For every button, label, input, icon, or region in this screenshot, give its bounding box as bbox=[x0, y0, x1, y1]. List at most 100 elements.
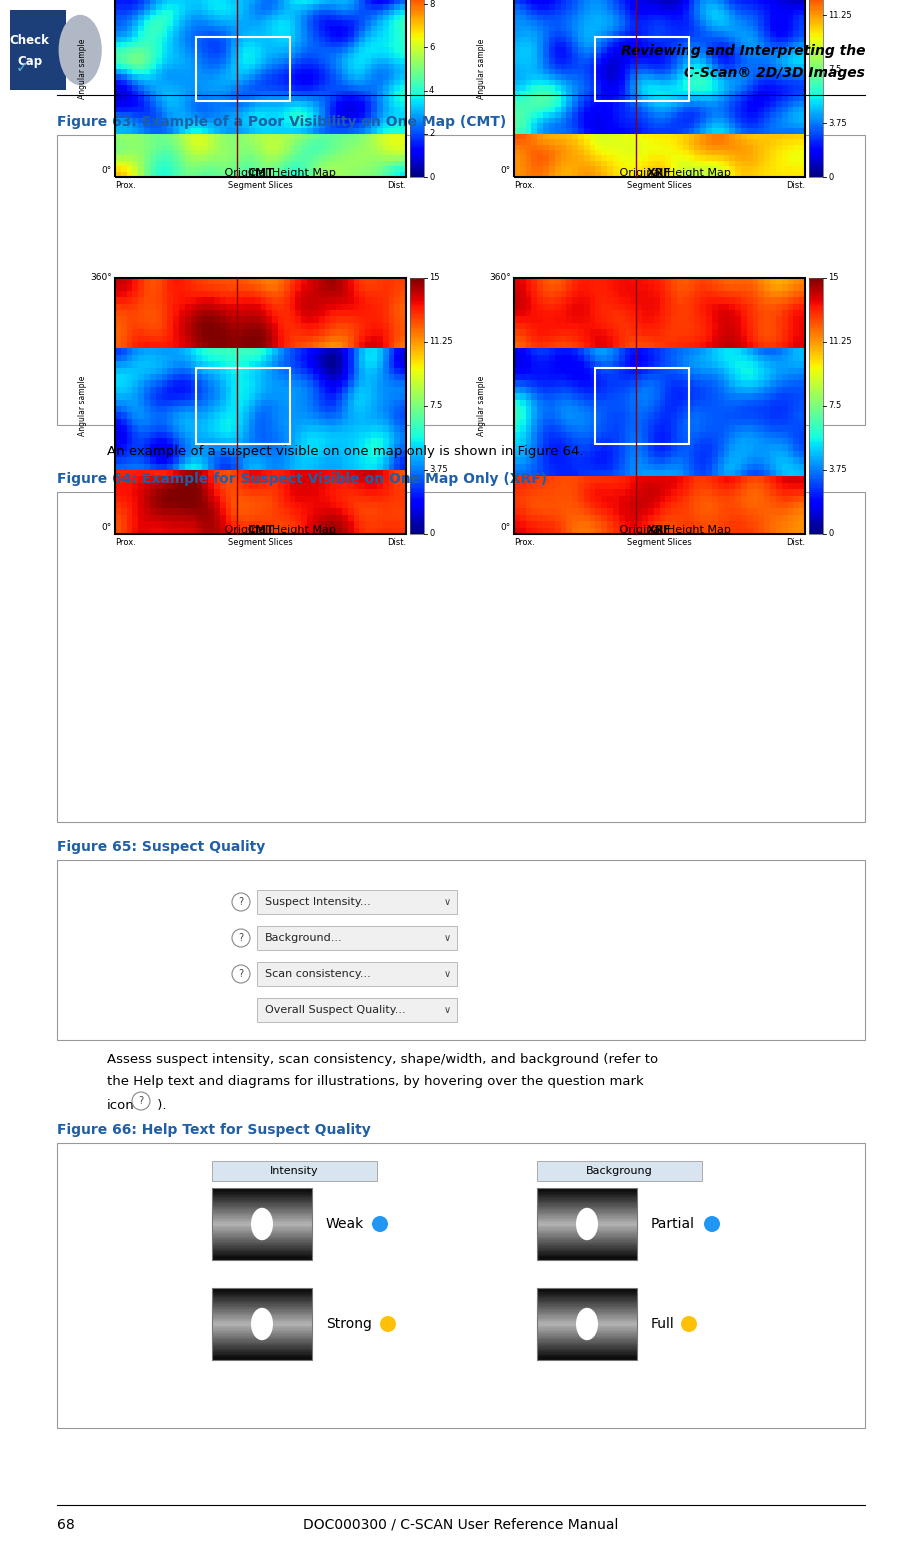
Bar bbox=[150, 406, 156, 412]
Bar bbox=[266, 154, 273, 161]
Bar bbox=[543, 303, 550, 310]
Bar bbox=[689, 111, 695, 117]
Bar bbox=[700, 323, 706, 329]
Bar bbox=[809, 15, 823, 17]
Bar bbox=[121, 46, 127, 52]
Bar bbox=[208, 85, 215, 91]
Bar bbox=[787, 335, 794, 343]
Bar bbox=[161, 347, 168, 355]
Bar bbox=[410, 510, 424, 511]
Bar bbox=[648, 367, 655, 374]
Bar bbox=[377, 42, 384, 48]
Bar bbox=[659, 290, 666, 296]
Bar bbox=[514, 380, 520, 388]
Bar bbox=[330, 63, 337, 69]
Bar bbox=[337, 111, 342, 117]
Bar bbox=[212, 1317, 312, 1319]
Bar bbox=[654, 463, 660, 469]
Bar bbox=[212, 1244, 312, 1248]
Bar bbox=[659, 128, 666, 134]
Bar bbox=[249, 476, 255, 483]
Bar bbox=[342, 161, 349, 167]
Bar bbox=[410, 335, 424, 337]
Bar bbox=[196, 406, 203, 412]
Bar bbox=[561, 309, 567, 317]
Text: Check: Check bbox=[10, 34, 50, 46]
Bar bbox=[156, 171, 162, 178]
Bar bbox=[337, 14, 342, 20]
Bar bbox=[706, 144, 713, 150]
Bar bbox=[666, 46, 671, 52]
Bar bbox=[126, 425, 133, 432]
Bar bbox=[671, 502, 678, 508]
Bar bbox=[752, 309, 759, 317]
Bar bbox=[543, 52, 550, 59]
Bar bbox=[706, 14, 713, 20]
Bar bbox=[689, 79, 695, 85]
Bar bbox=[566, 128, 573, 134]
Bar bbox=[400, 154, 407, 161]
Bar bbox=[371, 296, 377, 304]
Bar bbox=[219, 14, 226, 20]
Bar bbox=[208, 3, 215, 9]
Bar bbox=[360, 290, 366, 296]
Bar bbox=[549, 284, 555, 290]
Bar bbox=[712, 412, 718, 418]
Bar bbox=[360, 25, 366, 31]
Bar bbox=[752, 14, 759, 20]
Bar bbox=[161, 144, 168, 150]
Bar bbox=[202, 380, 208, 388]
Bar bbox=[325, 520, 331, 528]
Bar bbox=[313, 443, 319, 451]
Bar bbox=[400, 144, 407, 150]
Bar bbox=[156, 443, 162, 451]
Bar bbox=[590, 469, 596, 477]
Bar bbox=[184, 25, 191, 31]
Bar bbox=[360, 107, 366, 113]
Bar bbox=[410, 278, 424, 534]
Bar bbox=[126, 398, 133, 406]
Bar bbox=[115, 3, 122, 9]
Bar bbox=[659, 9, 666, 15]
Bar bbox=[759, 425, 764, 432]
Bar bbox=[809, 105, 823, 107]
Bar bbox=[319, 278, 325, 284]
Bar bbox=[809, 68, 823, 69]
Bar bbox=[371, 309, 377, 317]
Bar bbox=[173, 154, 180, 161]
Bar bbox=[752, 117, 759, 124]
Bar bbox=[410, 22, 424, 23]
Bar bbox=[144, 367, 150, 374]
Bar bbox=[555, 52, 561, 59]
Bar bbox=[717, 107, 724, 113]
Bar bbox=[809, 349, 823, 350]
Bar bbox=[619, 463, 625, 469]
Bar bbox=[354, 329, 360, 335]
Bar bbox=[636, 463, 643, 469]
Bar bbox=[138, 347, 145, 355]
Bar bbox=[531, 150, 538, 156]
Bar bbox=[642, 278, 648, 284]
Bar bbox=[138, 68, 145, 74]
Bar bbox=[196, 489, 203, 496]
Bar bbox=[377, 161, 384, 167]
Bar bbox=[138, 374, 145, 380]
Bar bbox=[266, 398, 273, 406]
Bar bbox=[400, 347, 407, 355]
Bar bbox=[566, 100, 573, 107]
Bar bbox=[337, 508, 342, 514]
Bar bbox=[531, 165, 538, 171]
Bar bbox=[683, 150, 689, 156]
Bar bbox=[295, 57, 301, 63]
Bar bbox=[555, 290, 561, 296]
Bar bbox=[307, 128, 313, 134]
Bar bbox=[395, 412, 401, 418]
Bar bbox=[619, 111, 625, 117]
Bar bbox=[596, 133, 602, 139]
Bar bbox=[173, 14, 180, 20]
Bar bbox=[590, 329, 596, 335]
Bar bbox=[371, 527, 377, 534]
Bar bbox=[636, 476, 643, 483]
Bar bbox=[313, 111, 319, 117]
Bar bbox=[809, 381, 823, 383]
